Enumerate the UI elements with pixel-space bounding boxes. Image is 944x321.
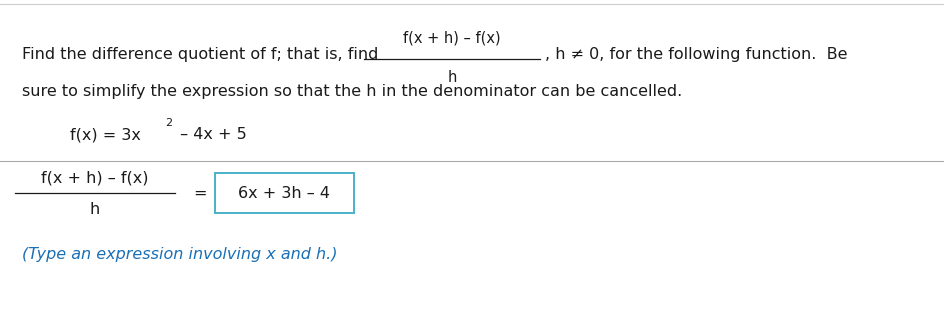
Text: h: h [90, 202, 100, 216]
Text: 2: 2 [165, 118, 172, 128]
Text: – 4x + 5: – 4x + 5 [175, 127, 246, 142]
Text: (Type an expression involving x and h.): (Type an expression involving x and h.) [22, 247, 337, 262]
Text: f(x + h) – f(x): f(x + h) – f(x) [42, 170, 148, 186]
Text: f(x + h) – f(x): f(x + h) – f(x) [403, 30, 500, 46]
Text: f(x) = 3x: f(x) = 3x [70, 127, 141, 142]
Text: =: = [193, 186, 207, 201]
Text: sure to simplify the expression so that the h in the denominator can be cancelle: sure to simplify the expression so that … [22, 84, 682, 99]
Text: 6x + 3h – 4: 6x + 3h – 4 [238, 186, 330, 201]
Text: Find the difference quotient of f; that is, find: Find the difference quotient of f; that … [22, 47, 378, 62]
Text: h: h [447, 70, 456, 84]
Text: , h ≠ 0, for the following function.  Be: , h ≠ 0, for the following function. Be [545, 47, 847, 62]
FancyBboxPatch shape [215, 173, 354, 213]
